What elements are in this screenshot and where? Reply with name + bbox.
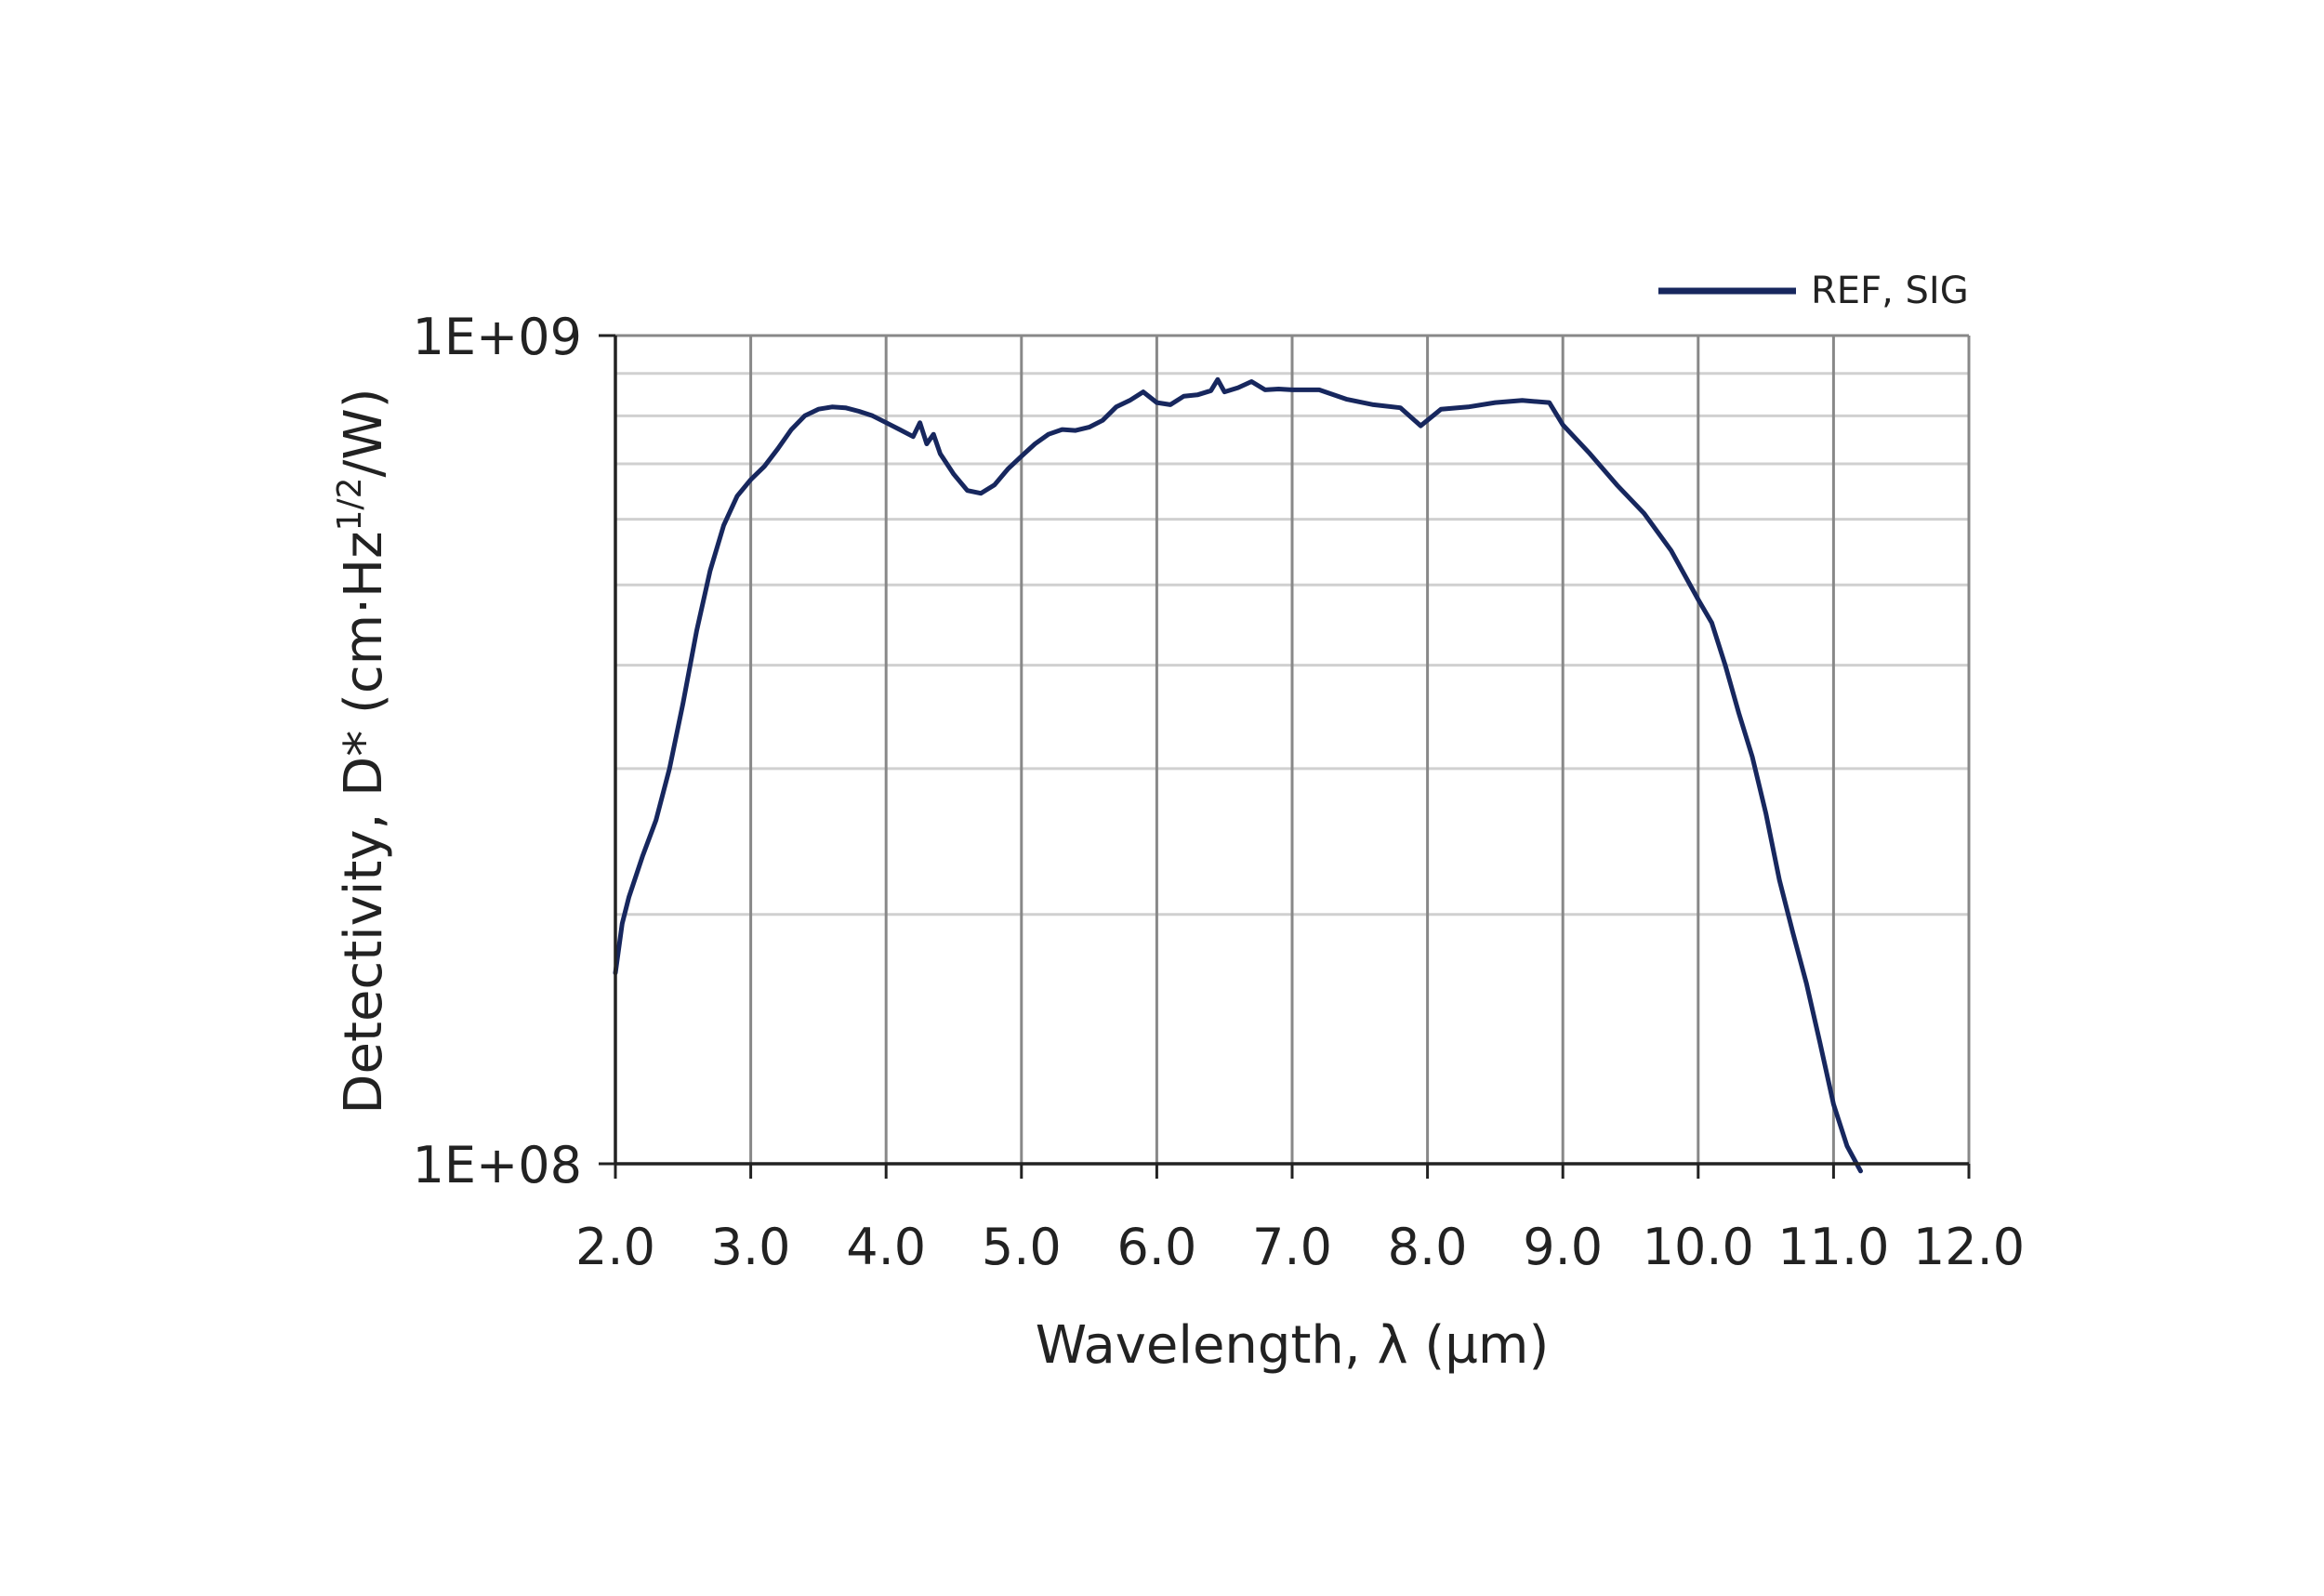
- y-tick-label: 1E+09: [413, 308, 582, 366]
- x-tick-label: 2.0: [575, 1218, 655, 1276]
- x-tick-label: 9.0: [1523, 1218, 1603, 1276]
- x-tick-label: 12.0: [1913, 1218, 2025, 1276]
- series-layer: [613, 376, 1863, 1174]
- x-tick-label: 11.0: [1777, 1218, 1889, 1276]
- legend-label: REF, SIG: [1811, 270, 1969, 312]
- series-line: [613, 376, 1863, 1174]
- x-tick-labels: 2.0 3.0 4.0 5.0 6.0 7.0 8.0 9.0 10.0 11.0 12.0: [575, 1218, 2025, 1276]
- x-tick-label: 5.0: [982, 1218, 1062, 1276]
- y-axis-title-main: Detectivity, D* (cm·Hz: [334, 531, 394, 1114]
- legend: REF, SIG: [1658, 270, 1969, 312]
- y-axis-title-superscript: 1/2: [331, 478, 369, 532]
- y-tick-label: 1E+08: [413, 1136, 582, 1194]
- x-tick-label: 6.0: [1116, 1218, 1196, 1276]
- axes: [599, 334, 1971, 1179]
- x-tick-label: 8.0: [1388, 1218, 1468, 1276]
- major-grid: [615, 334, 1971, 1164]
- x-tick-label: 4.0: [846, 1218, 926, 1276]
- y-axis-title-tail: /W): [334, 388, 394, 477]
- x-tick-label: 10.0: [1643, 1218, 1754, 1276]
- x-axis-title: Wavelength, λ (µm): [1036, 1315, 1550, 1376]
- y-tick-labels: 1E+08 1E+09: [413, 308, 582, 1194]
- y-axis-title: Detectivity, D* (cm·Hz1/2/W): [331, 388, 394, 1114]
- x-tick-label: 7.0: [1252, 1218, 1332, 1276]
- x-tick-label: 3.0: [711, 1218, 791, 1276]
